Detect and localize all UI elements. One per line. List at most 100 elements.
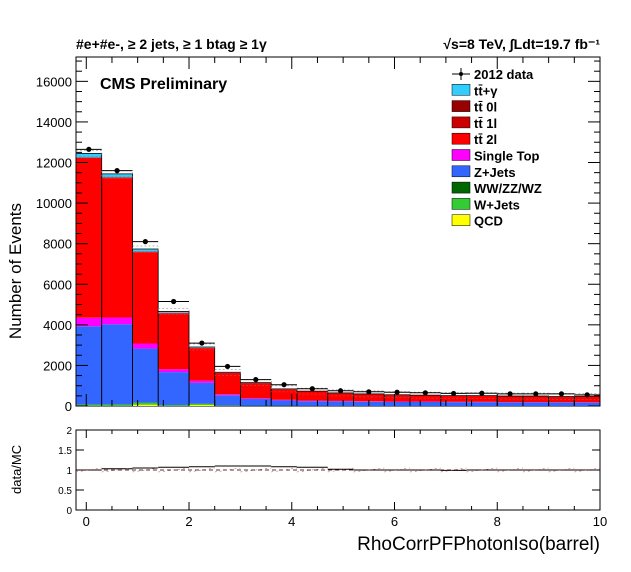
ratio-uncertainty (132, 467, 159, 473)
bar-tt (101, 173, 133, 178)
y-tick-label: 8000 (43, 237, 72, 252)
stacked-histogram (75, 150, 601, 406)
data-point (281, 382, 287, 388)
bar-z-jets (522, 402, 549, 406)
bar-tt-2l (214, 372, 241, 395)
ratio-y-axis-title: data/MC (9, 445, 24, 494)
bar-tt-2l (353, 394, 385, 402)
ratio-y-tick-label: 2 (66, 426, 72, 437)
ratio-x-axis: 0 2 4 6 8 10 (83, 430, 607, 529)
ratio-uncertainty (440, 467, 467, 473)
x-tick-label: 4 (288, 514, 295, 529)
ratio-uncertainty (384, 467, 410, 473)
bar-z-jets (574, 402, 600, 406)
bar-z-jets (409, 401, 441, 406)
bar-tt (76, 153, 102, 158)
bar-w-jets (189, 403, 215, 405)
main-x-axis (85, 57, 601, 406)
legend-label: tt̄ 0l (474, 100, 497, 115)
ratio-uncertainty (522, 467, 549, 473)
legend-swatch (451, 149, 471, 161)
bar-qcd (132, 404, 159, 406)
bar-tt-2l (132, 252, 159, 344)
ratio-uncertainty (497, 467, 523, 473)
bar-z-jets (189, 382, 215, 404)
data-point (558, 391, 565, 397)
ratio-uncertainty (240, 467, 272, 473)
bar-z-jets (466, 402, 498, 406)
ratio-uncertainty (548, 467, 575, 473)
x-tick-label: 6 (391, 514, 398, 529)
bar-tt-1l (76, 157, 102, 159)
data-point (171, 298, 177, 305)
bar-tt-2l (327, 393, 354, 401)
bar-tt-2l (101, 178, 133, 318)
bar-tt-2l (271, 389, 297, 400)
bar-tt-2l (76, 158, 102, 318)
legend-swatch (451, 84, 471, 96)
bar-tt (132, 248, 159, 252)
y-tick-label: 12000 (36, 156, 72, 171)
legend-marker-data (459, 72, 463, 76)
data-point (337, 388, 344, 394)
bar-z-jets (327, 401, 354, 406)
data-points (76, 146, 600, 398)
legend-swatch (451, 181, 471, 194)
legend-swatch (451, 132, 471, 145)
bar-tt-2l (384, 395, 410, 402)
data-point (479, 390, 485, 396)
y-tick-label: 14000 (36, 115, 72, 130)
bar-tt-2l (158, 313, 190, 370)
x-tick-label: 10 (593, 514, 607, 529)
bar-single-top (132, 343, 159, 349)
bar-single-top (158, 369, 190, 373)
data-point (450, 390, 457, 397)
header-left: #e+#e-, ≥ 2 jets, ≥ 1 btag ≥ 1γ (76, 36, 267, 52)
legend-swatch (451, 116, 471, 129)
ratio-uncertainty (214, 467, 241, 473)
ratio-plot-area: 0 0.5 1 1.5 2 0 2 4 6 8 10 data/MC RhoCorrPFPhoto… (9, 426, 607, 555)
bar-z-jets (384, 401, 410, 406)
legend-label: tt̄ 1l (474, 116, 497, 131)
x-axis-title: RhoCorrPFPhotonIso(barrel) (357, 534, 600, 555)
data-point (507, 391, 513, 397)
ratio-uncertainty (271, 467, 297, 473)
legend-swatch (451, 198, 471, 210)
bar-tt (158, 311, 190, 313)
bar-single-top (240, 398, 272, 399)
data-point (394, 389, 400, 395)
legend-swatch (451, 100, 471, 112)
y-tick-label: 0 (65, 399, 72, 414)
main-y-axis: 0 2000 4000 6000 8000 10000 12000 14000 16000 (36, 60, 600, 414)
mc-uncertainty-band (132, 245, 159, 253)
bar-z-jets (101, 324, 133, 405)
bar-w-jets (158, 405, 190, 406)
data-point (533, 391, 539, 397)
bar-z-jets (271, 400, 297, 406)
legend-swatch (451, 214, 471, 226)
bar-w-jets (76, 404, 102, 406)
x-tick-label: 2 (185, 514, 192, 529)
bar-z-jets (548, 402, 575, 406)
ratio-uncertainty (101, 467, 133, 473)
cms-preliminary-label: CMS Preliminary (100, 76, 227, 93)
data-point (142, 239, 148, 245)
legend-swatch (451, 165, 471, 178)
bar-qcd (189, 404, 215, 406)
bar-w-jets (132, 402, 159, 405)
ratio-uncertainty (466, 467, 498, 473)
bar-z-jets (240, 398, 272, 406)
y-tick-label: 10000 (36, 196, 72, 211)
legend-label: 2012 data (474, 67, 534, 82)
bar-w-jets (101, 404, 133, 406)
ratio-uncertainty (188, 467, 215, 473)
ratio-y-tick-label: 0.5 (58, 486, 72, 497)
bar-z-jets (440, 402, 467, 406)
legend-label: tt̄+γ (474, 83, 498, 98)
ratio-points (75, 465, 601, 473)
bar-single-top (101, 317, 133, 325)
bar-tt-2l (409, 395, 441, 402)
bar-z-jets (497, 402, 523, 406)
mc-uncertainty-band (157, 308, 190, 315)
